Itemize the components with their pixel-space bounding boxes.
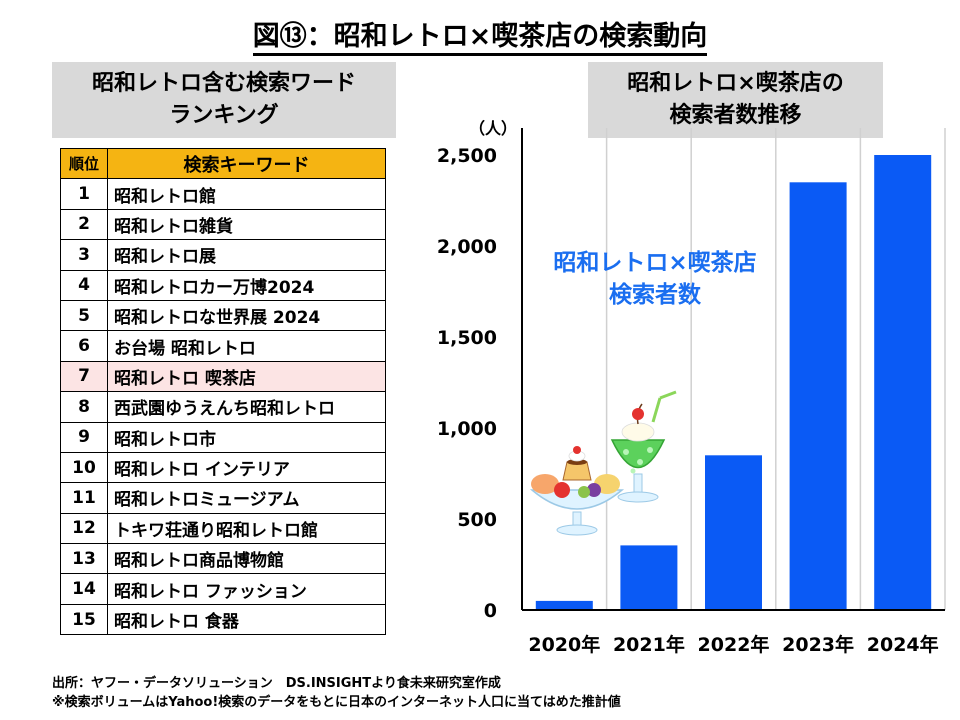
table-row: 5 昭和レトロな世界展 2024 <box>60 299 386 332</box>
y-tick-labels: 0 500 1,000 1,500 2,000 2,500 <box>437 145 497 622</box>
series-label-line1: 昭和レトロ×喫茶店 <box>553 250 756 276</box>
keyword-cell: 昭和レトロミュージアム <box>107 482 386 514</box>
bar <box>620 545 678 610</box>
rank-cell: 11 <box>60 482 108 514</box>
keyword-cell: 昭和レトロな世界展 2024 <box>107 299 386 332</box>
rank-cell: 15 <box>60 603 108 636</box>
x-tick-label: 2020年 <box>528 633 600 656</box>
cream-soda-illustration <box>610 390 677 503</box>
table-row: 12 トキワ荘通り昭和レトロ館 <box>60 512 386 545</box>
keyword-cell: トキワ荘通り昭和レトロ館 <box>107 512 386 545</box>
y-tick-label: 0 <box>484 600 497 622</box>
bar <box>535 600 593 610</box>
table-row: 11 昭和レトロミュージアム <box>60 482 386 514</box>
table-row: 15 昭和レトロ 食器 <box>60 603 386 636</box>
table-row: 13 昭和レトロ商品博物館 <box>60 543 386 575</box>
table-row: 4 昭和レトロカー万博2024 <box>60 269 386 301</box>
table-row: 14 昭和レトロ ファッション <box>60 573 386 605</box>
chart-gridlines <box>605 128 946 610</box>
footer-source: 出所：ヤフー・データソリューション DS.INSIGHTより食未来研究室作成 <box>52 676 501 691</box>
ranking-table: 順位 検索キーワード 1 昭和レトロ館 2 昭和レトロ雑貨 3 昭和レトロ展 4 昭和レトロカ… <box>60 147 386 636</box>
keyword-cell: 昭和レトロ 喫茶店 <box>107 360 386 393</box>
ranking-heading: 昭和レトロ含む検索ワード ランキング <box>52 62 396 138</box>
page-title: 図⑬：昭和レトロ×喫茶店の検索動向 <box>0 14 960 56</box>
rank-cell: 6 <box>60 330 108 362</box>
rank-cell: 4 <box>60 269 108 301</box>
footer-note: ※検索ボリュームはYahoo!検索のデータをもとに日本のインターネット人口に当て… <box>52 695 621 710</box>
chart-axes <box>521 128 945 611</box>
keyword-cell: 昭和レトロ館 <box>107 178 386 210</box>
y-tick-label: 2,500 <box>437 145 497 167</box>
keyword-cell: 西武園ゆうえんち昭和レトロ <box>107 391 386 423</box>
keyword-cell: 昭和レトロカー万博2024 <box>107 269 386 301</box>
table-row: 9 昭和レトロ市 <box>60 421 386 453</box>
rank-cell: 2 <box>60 208 108 241</box>
keyword-cell: 昭和レトロ雑貨 <box>107 208 386 241</box>
bar <box>705 455 762 610</box>
keyword-cell: 昭和レトロ市 <box>107 421 386 453</box>
series-label-line2: 検索者数 <box>609 282 702 308</box>
chart-heading: 昭和レトロ×喫茶店の 検索者数推移 <box>588 62 883 138</box>
table-header-row: 順位 検索キーワード <box>60 147 386 180</box>
table-row: 3 昭和レトロ展 <box>60 239 386 271</box>
pudding-parfait-illustration <box>529 446 625 536</box>
table-row: 8 西武園ゆうえんち昭和レトロ <box>60 391 386 423</box>
keyword-cell: 昭和レトロ商品博物館 <box>107 543 386 575</box>
table-row: 1 昭和レトロ館 <box>60 178 386 210</box>
rank-cell: 14 <box>60 573 108 605</box>
rank-cell: 8 <box>60 391 108 423</box>
y-tick-label: 1,500 <box>437 327 497 349</box>
ranking-heading-line1: 昭和レトロ含む検索ワード <box>91 71 356 96</box>
rank-cell: 7 <box>60 360 108 393</box>
x-tick-label: 2022年 <box>698 633 770 656</box>
chart-heading-line2: 検索者数推移 <box>669 103 802 128</box>
chart-bars <box>535 155 932 611</box>
y-tick-label: 500 <box>457 509 497 531</box>
ranking-table-body: 1 昭和レトロ館 2 昭和レトロ雑貨 3 昭和レトロ展 4 昭和レトロカー万博2024 5 昭和レ… <box>60 178 386 636</box>
keyword-cell: 昭和レトロ 食器 <box>107 603 386 636</box>
x-tick-labels: 2020年 2021年 2022年 2023年 2024年 <box>528 633 938 656</box>
footer-notes: 出所：ヤフー・データソリューション DS.INSIGHTより食未来研究室作成 ※… <box>52 674 621 712</box>
x-tick-label: 2024年 <box>867 633 939 656</box>
table-row: 6 お台場 昭和レトロ <box>60 330 386 362</box>
y-tick-label: 1,000 <box>437 418 497 440</box>
rank-cell: 5 <box>60 299 108 332</box>
rank-cell: 12 <box>60 512 108 545</box>
y-tick-label: 2,000 <box>437 236 497 258</box>
ranking-heading-line2: ランキング <box>169 103 279 128</box>
keyword-cell: 昭和レトロ展 <box>107 239 386 271</box>
y-axis-unit-label: （人） <box>469 119 517 138</box>
table-row: 2 昭和レトロ雑貨 <box>60 208 386 241</box>
rank-cell: 1 <box>60 178 108 210</box>
chart-heading-line1: 昭和レトロ×喫茶店の <box>627 71 844 96</box>
x-tick-label: 2021年 <box>613 633 685 656</box>
keyword-column-header: 検索キーワード <box>107 147 386 180</box>
rank-cell: 9 <box>60 421 108 453</box>
keyword-cell: 昭和レトロ ファッション <box>107 573 386 605</box>
table-row: 7 昭和レトロ 喫茶店 <box>60 360 386 393</box>
bar <box>789 182 847 611</box>
bar <box>874 155 932 610</box>
x-tick-label: 2023年 <box>782 633 854 656</box>
